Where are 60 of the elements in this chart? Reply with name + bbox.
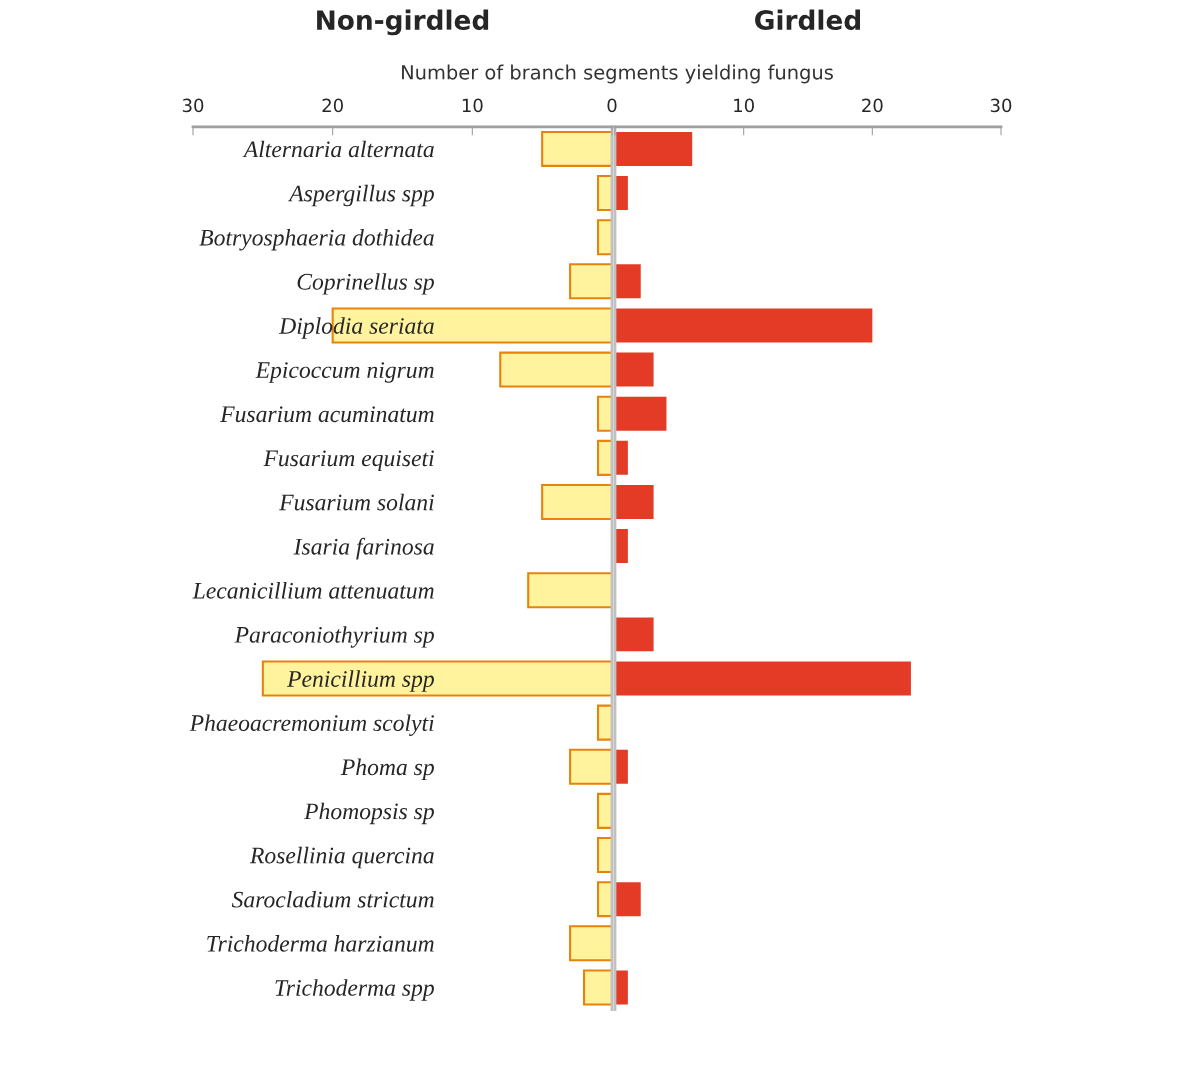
y-tick-label: Phomopsis sp	[304, 802, 434, 825]
y-tick-label: Rosellinia quercina	[249, 846, 434, 869]
bar	[596, 837, 612, 874]
bar	[569, 263, 612, 300]
bar	[615, 308, 873, 343]
bar	[615, 440, 628, 475]
x-tick-label: 0	[607, 98, 617, 113]
bar	[615, 661, 911, 696]
y-tick-label: Trichoderma harzianum	[207, 935, 434, 952]
y-tick-label: Phoma sp	[340, 758, 434, 780]
bar	[596, 219, 612, 256]
x-tick-label: 20	[322, 98, 343, 113]
bar	[596, 175, 612, 212]
bar	[541, 130, 612, 167]
bar	[569, 925, 612, 962]
y-tick-label: Paraconiothyrium sp	[234, 626, 434, 648]
bar	[615, 176, 628, 211]
bar	[261, 660, 612, 697]
bar	[615, 617, 654, 652]
bar	[541, 483, 612, 521]
y-tick-label: Isaria farinosa	[293, 537, 434, 560]
x-tick-label: 30	[990, 98, 1012, 113]
bar	[615, 749, 628, 784]
y-tick-label: Alternaria alternata	[242, 140, 434, 158]
y-tick-label: Trichoderma spp	[275, 979, 434, 1001]
x-tick-label: 20	[862, 98, 883, 113]
y-tick-label: Fusarium acuminatum	[220, 406, 434, 423]
bar	[615, 396, 667, 431]
x-tick-label: 10	[462, 98, 483, 113]
bar	[499, 351, 612, 388]
y-tick-label: Lecanicillium attenuatum	[192, 582, 434, 599]
y-tick-label: Epicoccum nigrum	[255, 362, 434, 383]
bar	[569, 748, 612, 785]
y-tick-label: Aspergillus spp	[287, 184, 434, 207]
x-tick-label: 30	[182, 98, 204, 113]
bar	[596, 881, 612, 918]
y-tick-label: Coprinellus sp	[297, 273, 434, 295]
bar	[596, 792, 612, 829]
y-tick-label: Phaeoacremonium scolyti	[189, 714, 434, 736]
y-tick-label: Penicillium spp	[286, 670, 434, 692]
x-axis-title: Number of branch segments yielding fungus	[402, 64, 833, 84]
y-tick-label: Botryosphaeria dothidea	[199, 228, 434, 251]
chart-title: Girdled	[755, 9, 861, 31]
bar	[615, 484, 654, 519]
chart-title: Non-girdled	[317, 9, 489, 36]
bar	[596, 704, 612, 741]
bar	[615, 264, 641, 299]
bar	[596, 439, 612, 476]
bar	[615, 352, 654, 387]
bar	[583, 969, 612, 1006]
x-tick-label: 10	[734, 98, 754, 113]
y-tick-label: Fusarium equiseti	[263, 450, 434, 472]
bar	[615, 529, 628, 564]
y-tick-label: Sarocladium strictum	[231, 890, 434, 908]
y-tick-label: Fusarium solani	[279, 493, 434, 511]
bar	[527, 572, 612, 609]
bar	[615, 131, 693, 166]
bar	[615, 970, 628, 1005]
bar	[596, 395, 612, 432]
bar	[615, 882, 641, 917]
